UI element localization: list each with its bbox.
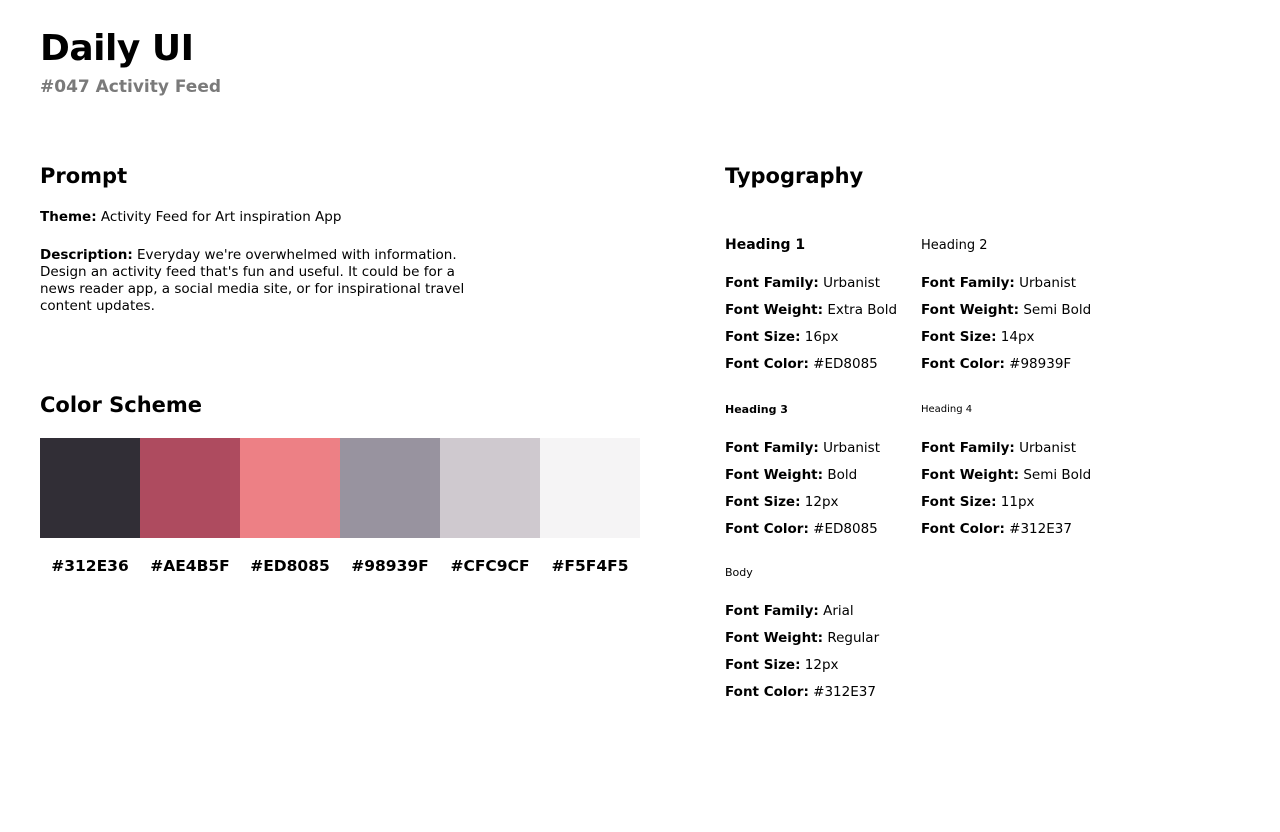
style-field: Font Color: #ED8085 (725, 356, 878, 372)
field-label: Font Family: (921, 275, 1015, 291)
field-label: Font Color: (921, 521, 1005, 537)
description-text: Everyday we're overwhelmed with informat… (40, 247, 465, 314)
style-field: Font Family: Urbanist (725, 440, 880, 456)
style-field: Font Color: #98939F (921, 356, 1071, 372)
color-swatch (40, 438, 140, 538)
style-field: Font Weight: Semi Bold (921, 302, 1091, 318)
field-label: Font Color: (725, 521, 809, 537)
style-field: Font Family: Urbanist (725, 275, 880, 291)
style-field: Font Color: #312E37 (725, 684, 876, 700)
field-value: Bold (827, 467, 858, 483)
style-field: Font Size: 14px (921, 329, 1035, 345)
field-value: Urbanist (1019, 275, 1076, 291)
field-label: Font Weight: (921, 467, 1020, 483)
typography-heading: Typography (725, 164, 864, 188)
field-value: #312E37 (1009, 521, 1072, 537)
color-code: #F5F4F5 (551, 557, 629, 575)
color-swatch (340, 438, 440, 538)
field-label: Font Size: (921, 329, 997, 345)
field-value: #ED8085 (813, 521, 878, 537)
style-field: Font Color: #312E37 (921, 521, 1072, 537)
field-value: Urbanist (823, 440, 880, 456)
page-title: Daily UI (40, 28, 194, 69)
field-value: #312E37 (813, 684, 876, 700)
style-field: Font Weight: Regular (725, 630, 879, 646)
theme-text: Activity Feed for Art inspiration App (100, 209, 342, 225)
color-code: #312E36 (51, 557, 129, 575)
description-label: Description: (40, 247, 133, 263)
field-label: Font Size: (725, 494, 801, 510)
description: Description: Everyday we're overwhelmed … (40, 247, 490, 315)
field-value: 11px (1000, 494, 1035, 510)
theme-line: Theme: Activity Feed for Art inspiration… (40, 209, 341, 226)
style-field: Font Size: 12px (725, 657, 839, 673)
field-label: Font Weight: (921, 302, 1020, 318)
field-value: 16px (804, 329, 839, 345)
color-code: #ED8085 (250, 557, 330, 575)
field-value: 14px (1000, 329, 1035, 345)
color-swatch (540, 438, 640, 538)
color-scheme-heading: Color Scheme (40, 393, 203, 417)
field-value: Semi Bold (1023, 467, 1092, 483)
style-field: Font Family: Arial (725, 603, 854, 619)
style-name: Body (725, 566, 753, 579)
style-name: Heading 4 (921, 404, 973, 415)
field-value: 12px (804, 657, 839, 673)
prompt-heading: Prompt (40, 164, 128, 188)
field-label: Font Size: (725, 329, 801, 345)
style-field: Font Size: 12px (725, 494, 839, 510)
field-value: Semi Bold (1023, 302, 1092, 318)
field-label: Font Family: (725, 275, 819, 291)
style-name: Heading 1 (725, 237, 806, 253)
style-field: Font Size: 16px (725, 329, 839, 345)
field-value: #ED8085 (813, 356, 878, 372)
field-label: Font Weight: (725, 630, 824, 646)
color-swatch (140, 438, 240, 538)
field-label: Font Color: (725, 684, 809, 700)
field-value: Urbanist (823, 275, 880, 291)
color-code: #CFC9CF (450, 557, 530, 575)
style-field: Font Weight: Bold (725, 467, 857, 483)
field-label: Font Family: (725, 603, 819, 619)
field-label: Font Weight: (725, 302, 824, 318)
field-value: Arial (823, 603, 854, 619)
page-subtitle: #047 Activity Feed (40, 77, 222, 97)
field-label: Font Color: (921, 356, 1005, 372)
style-field: Font Color: #ED8085 (725, 521, 878, 537)
field-label: Font Color: (725, 356, 809, 372)
field-value: Urbanist (1019, 440, 1076, 456)
color-code: #AE4B5F (150, 557, 230, 575)
style-field: Font Size: 11px (921, 494, 1035, 510)
color-swatch (440, 438, 540, 538)
field-label: Font Family: (725, 440, 819, 456)
style-field: Font Weight: Semi Bold (921, 467, 1091, 483)
color-code: #98939F (351, 557, 429, 575)
field-label: Font Size: (725, 657, 801, 673)
field-label: Font Weight: (725, 467, 824, 483)
style-field: Font Weight: Extra Bold (725, 302, 897, 318)
style-name: Heading 3 (725, 403, 788, 416)
field-value: Extra Bold (827, 302, 898, 318)
field-value: Regular (827, 630, 880, 646)
theme-label: Theme: (40, 209, 97, 225)
field-label: Font Size: (921, 494, 997, 510)
field-label: Font Family: (921, 440, 1015, 456)
style-name: Heading 2 (921, 238, 988, 253)
field-value: #98939F (1009, 356, 1072, 372)
field-value: 12px (804, 494, 839, 510)
style-field: Font Family: Urbanist (921, 275, 1076, 291)
style-field: Font Family: Urbanist (921, 440, 1076, 456)
color-swatch (240, 438, 340, 538)
